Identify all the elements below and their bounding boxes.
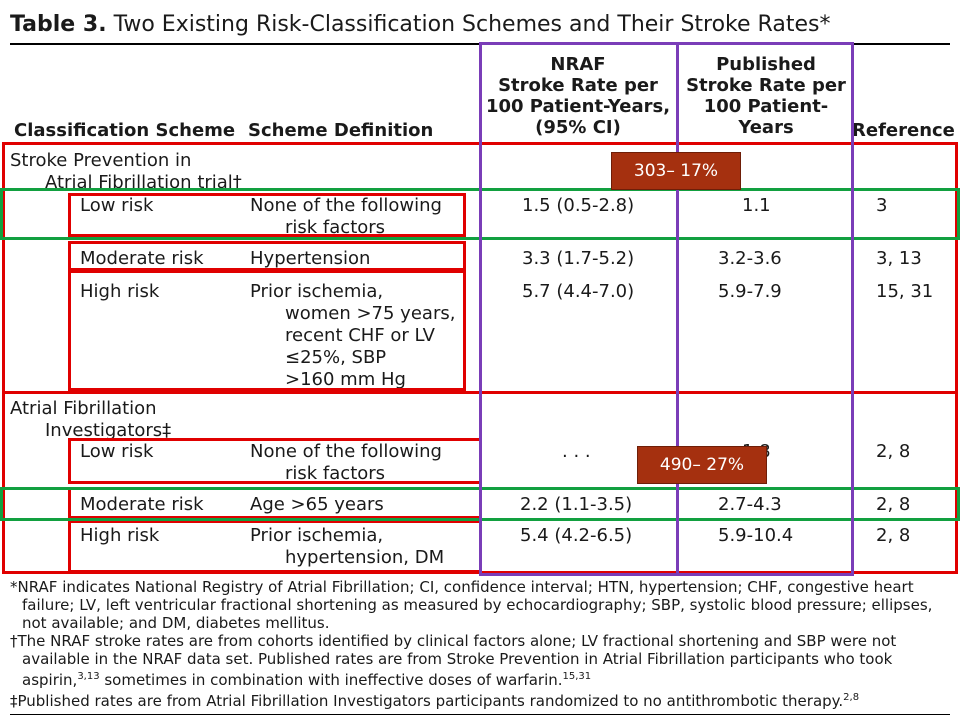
reference-cell: 3, 13	[876, 248, 922, 269]
reference-cell: 15, 31	[876, 281, 934, 302]
group-name-spaf: Stroke Prevention in Atrial Fibrillation…	[10, 150, 242, 193]
published-rate: 5.9-7.9	[718, 281, 782, 302]
risk-label: Low risk	[80, 441, 154, 462]
nraf-rate: 3.3 (1.7-5.2)	[522, 248, 635, 269]
reference-cell: 2, 8	[876, 494, 911, 515]
red-outline-afi-low	[68, 438, 482, 484]
nraf-rate: 5.7 (4.4-7.0)	[522, 281, 635, 302]
header-reference: Reference	[852, 120, 955, 141]
reference-cell: 3	[876, 195, 888, 216]
header-classification-scheme: Classification Scheme	[14, 120, 236, 141]
header-nraf: NRAF Stroke Rate per 100 Patient-Years, …	[485, 54, 671, 138]
table-title-text: Two Existing Risk-Classification Schemes…	[113, 12, 831, 37]
published-rate: 3.2-3.6	[718, 248, 782, 269]
published-rate: 5.9-10.4	[718, 525, 794, 546]
group-name-afi: Atrial Fibrillation Investigators‡	[10, 398, 172, 441]
red-outline-spaf-moderate	[68, 241, 466, 271]
purple-outline-nraf-column	[479, 42, 679, 576]
footnotes: *NRAF indicates National Registry of Atr…	[10, 578, 955, 710]
nraf-rate: 2.2 (1.1-3.5)	[520, 494, 633, 515]
header-scheme-definition: Scheme Definition	[248, 120, 434, 141]
footnote-dagger: †The NRAF stroke rates are from cohorts …	[10, 632, 897, 689]
scheme-definition: Age >65 years	[250, 494, 384, 515]
table-title: Table 3. Two Existing Risk-Classificatio…	[10, 12, 830, 37]
header-published: Published Stroke Rate per 100 Patient- Y…	[686, 54, 846, 138]
scheme-definition: None of the following risk factors	[250, 195, 442, 238]
footnote-double-dagger: ‡Published rates are from Atrial Fibrill…	[10, 692, 860, 710]
published-rate: 2.7-4.3	[718, 494, 782, 515]
scheme-definition: Prior ischemia, women >75 years, recent …	[250, 281, 456, 390]
nraf-rate: 5.4 (4.2-6.5)	[520, 525, 633, 546]
scheme-definition: None of the following risk factors	[250, 441, 442, 484]
scheme-definition: Hypertension	[250, 248, 371, 269]
red-outline-spaf-low	[68, 193, 466, 237]
badge-afi-moderate-share: 490– 27%	[637, 446, 767, 484]
risk-label: Moderate risk	[80, 248, 204, 269]
purple-outline-published-column	[676, 42, 854, 576]
footnote-abbreviations: *NRAF indicates National Registry of Atr…	[10, 578, 933, 632]
risk-label: Moderate risk	[80, 494, 204, 515]
scheme-definition: Prior ischemia, hypertension, DM	[250, 525, 445, 568]
nraf-rate: 1.5 (0.5-2.8)	[522, 195, 635, 216]
red-outline-afi-high	[68, 520, 482, 573]
reference-cell: 2, 8	[876, 525, 911, 546]
risk-label: Low risk	[80, 195, 154, 216]
nraf-rate: . . .	[562, 441, 591, 462]
risk-label: High risk	[80, 281, 160, 302]
badge-spaf-low-share: 303– 17%	[611, 152, 741, 190]
table-label: Table 3.	[10, 12, 107, 37]
published-rate: 1.1	[742, 195, 771, 216]
risk-label: High risk	[80, 525, 160, 546]
reference-cell: 2, 8	[876, 441, 911, 462]
red-outline-spaf-high	[68, 270, 466, 391]
page-bottom-rule	[10, 714, 950, 715]
